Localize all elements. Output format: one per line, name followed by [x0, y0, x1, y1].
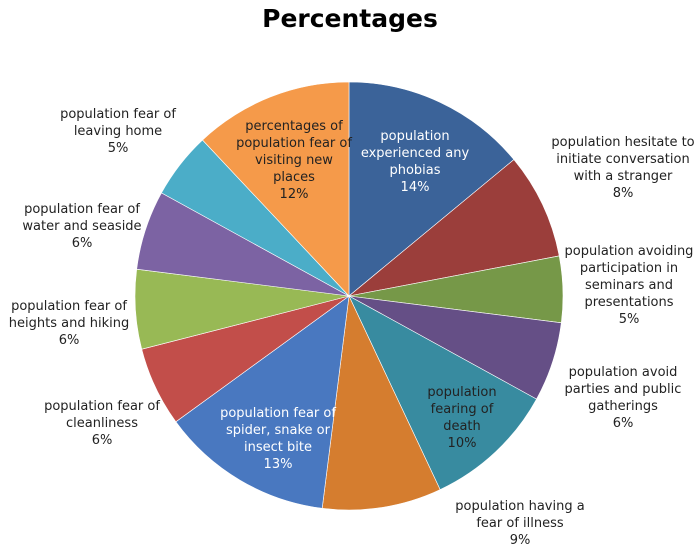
slice-label-7: population fear of cleanliness 6% [44, 399, 160, 448]
slice-label-10: population fear of leaving home 5% [60, 107, 176, 156]
chart-title: Percentages [262, 4, 438, 33]
slice-label-2: population avoiding participation in sem… [564, 244, 694, 327]
slice-label-0: population experienced any phobias 14% [360, 129, 470, 195]
slice-label-1: population hesitate to initiate conversa… [551, 135, 695, 201]
pie-slice-0 [348, 81, 515, 297]
slice-label-5: population having a fear of illness 9% [455, 499, 585, 548]
pie-slice-11 [202, 81, 350, 297]
slice-label-6: population fear of spider, snake or inse… [220, 406, 336, 472]
slice-label-11: percentages of population fear of visiti… [236, 119, 352, 202]
slice-label-8: population fear of heights and hiking 6% [8, 299, 130, 348]
pie-slice-4 [348, 295, 537, 491]
slice-label-9: population fear of water and seaside 6% [22, 202, 142, 251]
pie-slice-1 [348, 159, 560, 297]
pie-slice-6 [175, 295, 350, 509]
slice-label-4: population fearing of death 10% [427, 385, 497, 451]
slice-label-3: population avoid parties and public gath… [564, 365, 682, 431]
pie-slice-5 [321, 294, 441, 511]
